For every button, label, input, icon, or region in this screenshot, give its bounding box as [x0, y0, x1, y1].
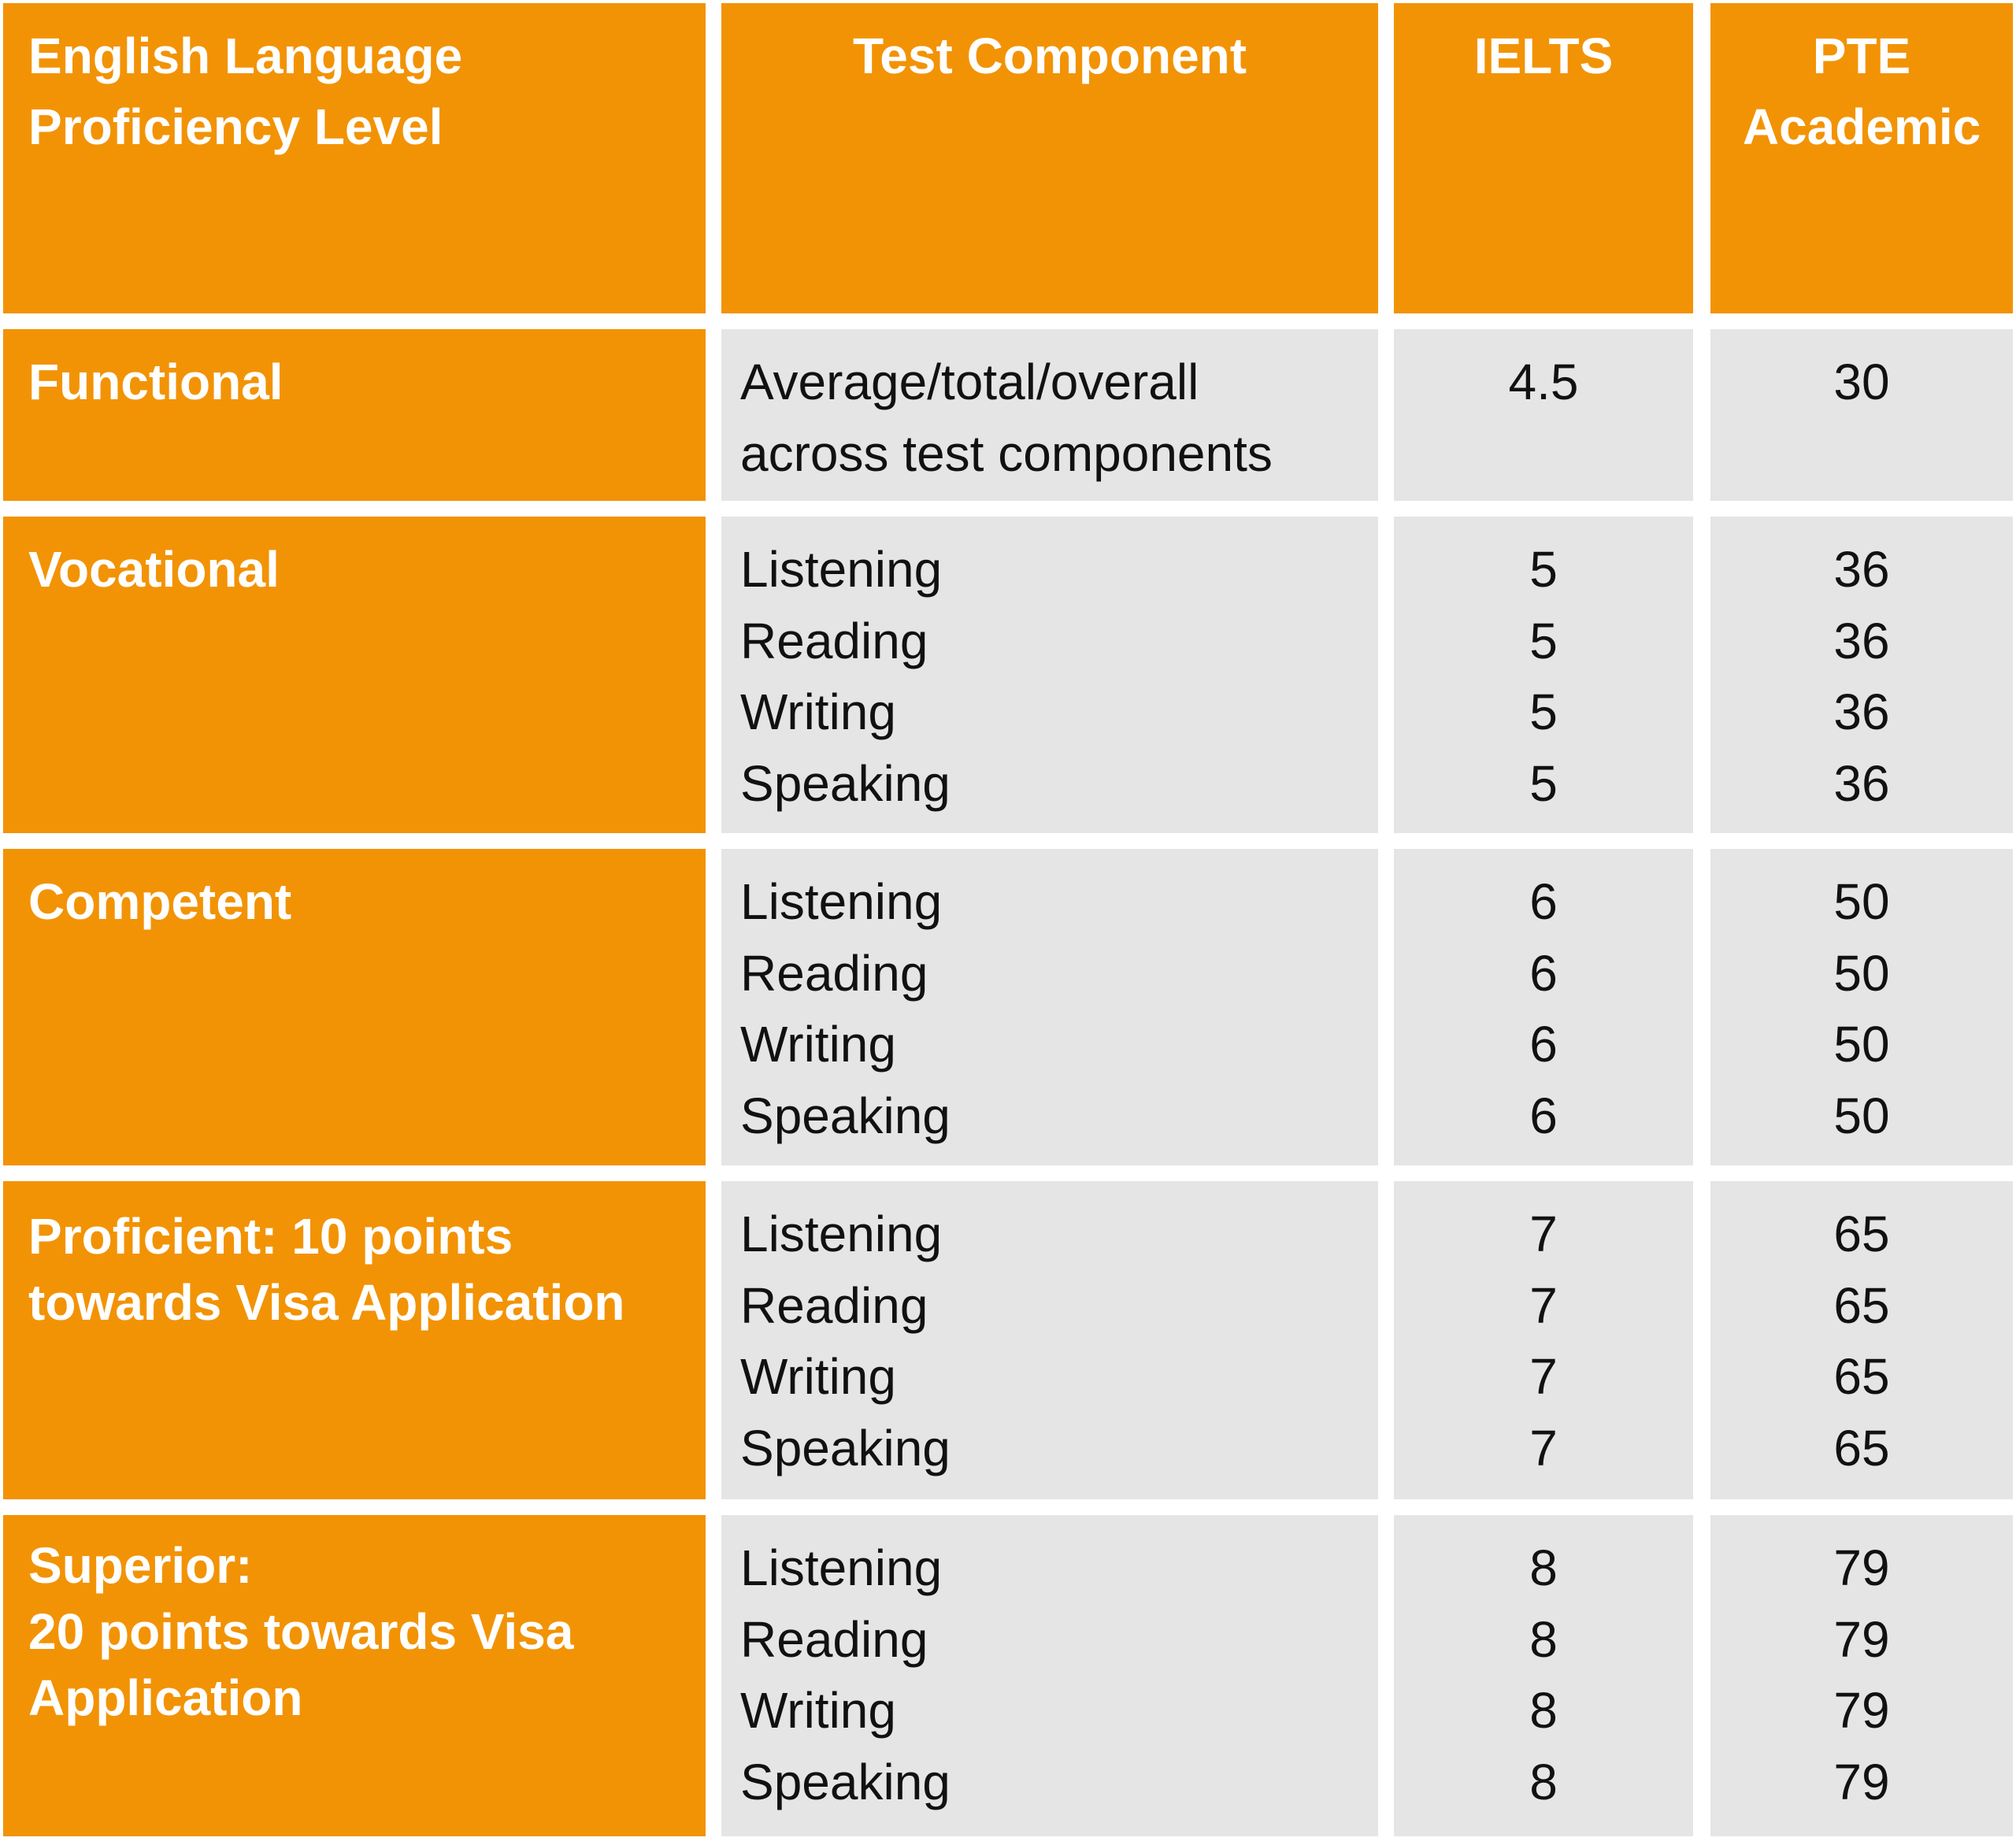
component-cell: Listening Reading Writing Speaking: [721, 849, 1378, 1165]
component-label: Reading: [740, 944, 928, 1002]
component-label: across test components: [740, 424, 1273, 482]
component-label: Writing: [740, 684, 896, 740]
pte-score: 50: [1833, 873, 1890, 930]
component-cell: Listening Reading Writing Speaking: [721, 517, 1378, 833]
component-cell: Listening Reading Writing Speaking: [721, 1181, 1378, 1499]
component-cell: Listening Reading Writing Speaking: [721, 1515, 1378, 1836]
ielts-score: 5: [1529, 541, 1558, 598]
level-cell-competent: Competent: [3, 849, 706, 1165]
component-label: Listening: [740, 1206, 943, 1262]
header-ielts: IELTS: [1473, 28, 1614, 84]
level-cell-vocational: Vocational: [3, 517, 706, 833]
pte-score: 79: [1833, 1610, 1890, 1668]
pte-score: 65: [1833, 1276, 1890, 1334]
level-cell-functional: Functional: [3, 329, 706, 501]
component-label: Speaking: [740, 1419, 951, 1476]
header-level-cell: English Language Proficiency Level: [3, 3, 706, 313]
ielts-score: 6: [1529, 944, 1558, 1002]
header-ielts-cell: IELTS: [1394, 3, 1693, 313]
header-pte-cell: PTE Academic: [1710, 3, 2013, 313]
ielts-score: 5: [1529, 684, 1558, 740]
level-label: Functional: [28, 354, 284, 410]
pte-cell: 65 65 65 65: [1710, 1181, 2013, 1499]
ielts-score: 7: [1529, 1419, 1558, 1476]
level-cell-proficient: Proficient: 10 points towards Visa Appli…: [3, 1181, 706, 1499]
ielts-cell: 5 5 5 5: [1394, 517, 1693, 833]
level-label: Superior:: [28, 1537, 253, 1594]
level-label: 20 points towards Visa: [28, 1603, 574, 1660]
header-level-line: Proficiency Level: [28, 98, 443, 155]
ielts-score: 8: [1529, 1682, 1558, 1739]
ielts-cell: 6 6 6 6: [1394, 849, 1693, 1165]
ielts-score: 8: [1529, 1753, 1558, 1810]
header-pte-line: Academic: [1742, 98, 1981, 155]
pte-score: 50: [1833, 1087, 1890, 1144]
pte-cell: 30: [1710, 329, 2013, 501]
component-label: Writing: [740, 1016, 896, 1073]
ielts-cell: 8 8 8 8: [1394, 1515, 1693, 1836]
pte-score: 65: [1833, 1419, 1890, 1476]
header-component-cell: Test Component: [721, 3, 1378, 313]
pte-score: 50: [1833, 944, 1890, 1002]
pte-cell: 79 79 79 79: [1710, 1515, 2013, 1836]
ielts-score: 6: [1529, 873, 1558, 930]
pte-score: 36: [1833, 684, 1890, 740]
component-label: Writing: [740, 1682, 896, 1739]
pte-cell: 50 50 50 50: [1710, 849, 2013, 1165]
component-label: Average/total/overall: [740, 354, 1199, 410]
ielts-score: 7: [1529, 1348, 1558, 1405]
ielts-score: 6: [1529, 1087, 1558, 1144]
pte-score: 36: [1833, 754, 1890, 812]
component-label: Speaking: [740, 1753, 951, 1810]
component-label: Reading: [740, 1276, 928, 1334]
ielts-cell: 4.5: [1394, 329, 1693, 501]
ielts-cell: 7 7 7 7: [1394, 1181, 1693, 1499]
component-label: Reading: [740, 612, 928, 669]
ielts-score: 8: [1529, 1539, 1558, 1596]
ielts-score: 8: [1529, 1610, 1558, 1668]
level-label: Application: [28, 1669, 303, 1726]
level-label: Proficient: 10 points: [28, 1208, 513, 1265]
pte-score: 65: [1833, 1206, 1890, 1262]
component-cell: Average/total/overall across test compon…: [721, 329, 1378, 501]
component-label: Writing: [740, 1348, 896, 1405]
ielts-score: 6: [1529, 1016, 1558, 1073]
level-label: Vocational: [28, 541, 280, 598]
ielts-score: 5: [1529, 754, 1558, 812]
ielts-score: 7: [1529, 1206, 1558, 1262]
component-label: Speaking: [740, 1087, 951, 1144]
component-label: Listening: [740, 541, 943, 598]
ielts-score: 5: [1529, 612, 1558, 669]
pte-score: 79: [1833, 1682, 1890, 1739]
level-label: Competent: [28, 873, 292, 930]
header-pte-line: PTE: [1812, 28, 1911, 84]
level-cell-superior: Superior: 20 points towards Visa Applica…: [3, 1515, 706, 1836]
component-label: Speaking: [740, 754, 951, 812]
pte-score: 65: [1833, 1348, 1890, 1405]
pte-cell: 36 36 36 36: [1710, 517, 2013, 833]
ielts-score: 7: [1529, 1276, 1558, 1334]
pte-score: 79: [1833, 1539, 1890, 1596]
header-level-line: English Language: [28, 28, 463, 84]
pte-score: 36: [1833, 612, 1890, 669]
pte-score: 79: [1833, 1753, 1890, 1810]
level-label: towards Visa Application: [28, 1274, 625, 1331]
pte-score: 36: [1833, 541, 1890, 598]
component-label: Reading: [740, 1610, 928, 1668]
ielts-score: 4.5: [1508, 354, 1579, 410]
header-component: Test Component: [852, 28, 1247, 84]
pte-score: 30: [1833, 354, 1890, 410]
pte-score: 50: [1833, 1016, 1890, 1073]
component-label: Listening: [740, 873, 943, 930]
component-label: Listening: [740, 1539, 943, 1596]
